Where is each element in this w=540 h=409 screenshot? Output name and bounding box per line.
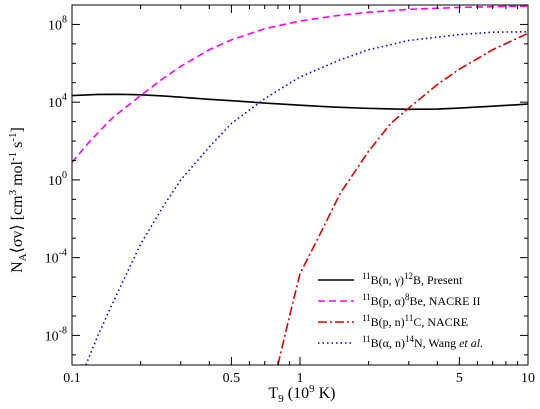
axis-ticks — [71, 4, 528, 365]
x-tick-labels: 0.1 0.5 1 5 10 — [63, 371, 535, 386]
x-tick-label: 0.5 — [223, 371, 241, 386]
y-tick-label: 104 — [48, 92, 67, 111]
plot-curves — [72, 5, 528, 365]
series-line-3 — [85, 30, 528, 365]
series-line-2 — [277, 32, 528, 365]
legend-label-1: 11B(p, α)8Be, NACRE II — [362, 292, 480, 308]
legend-label-2: 11B(p, n)11C, NACRE — [362, 313, 468, 329]
x-tick-label: 10 — [521, 371, 535, 386]
y-tick-labels: 10-8 10-4 100 104 108 — [45, 14, 67, 344]
legend-label-3: 11B(α, n)14N, Wang et al. — [362, 334, 483, 350]
legend: 11B(n, γ)12B, Present 11B(p, α)8Be, NACRE… — [318, 271, 483, 350]
x-tick-label: 1 — [297, 371, 304, 386]
y-tick-label: 100 — [48, 170, 67, 189]
plot-frame — [71, 4, 529, 366]
x-tick-label: 5 — [456, 371, 463, 386]
series-line-1 — [72, 5, 528, 163]
legend-label-0: 11B(n, γ)12B, Present — [362, 271, 463, 287]
x-axis-label: T9 (109 K) — [269, 383, 336, 405]
y-axis-label: NA⟨σv⟩ [cm3 mol-1 s-1] — [7, 127, 29, 273]
y-tick-label: 10-8 — [45, 325, 67, 344]
series-line-0 — [72, 93, 528, 111]
y-tick-label: 10-4 — [45, 248, 67, 267]
x-tick-label: 0.1 — [63, 371, 81, 386]
y-tick-label: 108 — [48, 14, 67, 33]
